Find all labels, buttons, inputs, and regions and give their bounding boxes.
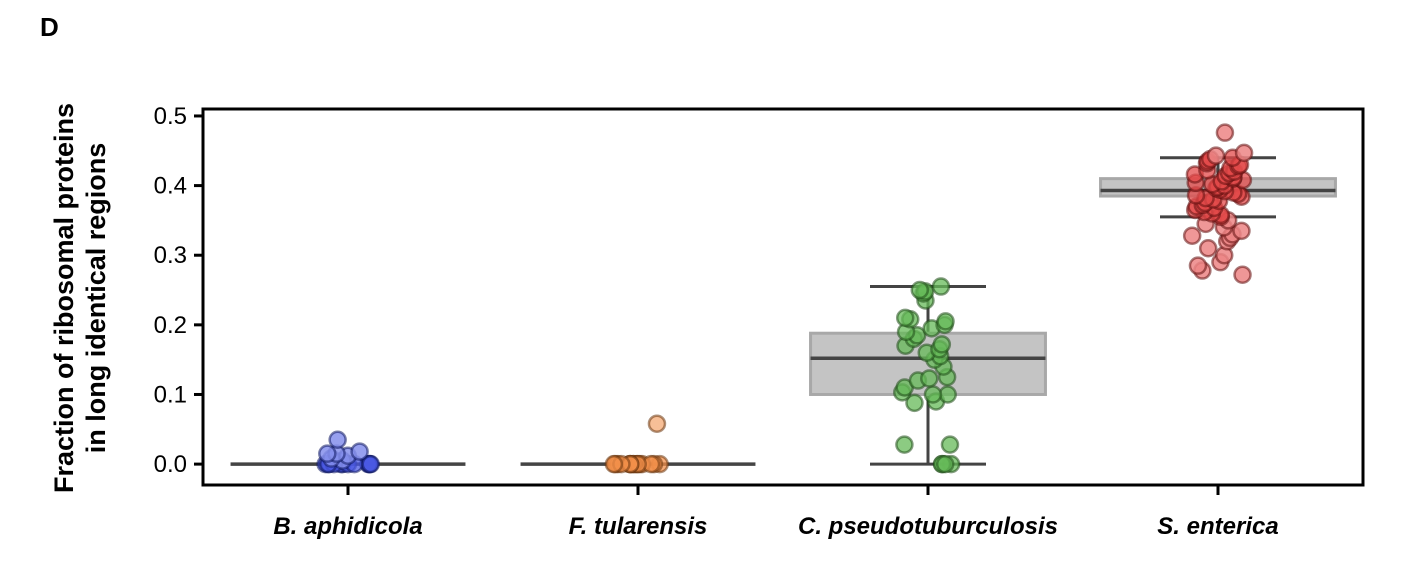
- data-point-s-enterica: [1215, 123, 1235, 142]
- data-point-c-pseudotuburculosis: [931, 277, 951, 296]
- data-point-c-pseudotuburculosis: [940, 435, 960, 454]
- data-point-s-enterica: [1198, 239, 1218, 258]
- data-point-s-enterica: [1182, 226, 1202, 245]
- data-point-c-pseudotuburculosis: [932, 335, 952, 354]
- data-point-c-pseudotuburculosis: [935, 454, 955, 474]
- data-point-b-aphidicola: [361, 454, 380, 474]
- y-tick-label: 0.5: [154, 103, 187, 130]
- data-point-c-pseudotuburculosis: [910, 280, 930, 300]
- y-axis-title-line2: in long identical regions: [81, 143, 111, 454]
- data-point-f-tularensis: [647, 414, 667, 433]
- data-point-b-aphidicola: [350, 442, 369, 461]
- panel-label: D: [40, 12, 59, 42]
- x-category-label: C. pseudotuburculosis: [798, 513, 1058, 540]
- data-point-s-enterica: [1188, 256, 1208, 275]
- data-point-s-enterica: [1206, 146, 1226, 165]
- y-tick-label: 0.2: [154, 312, 187, 339]
- x-category-label: S. enterica: [1157, 513, 1278, 540]
- y-tick-label: 0.1: [154, 381, 187, 408]
- data-point-c-pseudotuburculosis: [895, 435, 914, 454]
- data-point-c-pseudotuburculosis: [923, 385, 943, 404]
- y-tick-label: 0.3: [154, 242, 187, 269]
- plot-frame: [201, 107, 1365, 487]
- y-tick-label: 0.4: [154, 173, 187, 200]
- data-point-c-pseudotuburculosis: [905, 393, 924, 413]
- data-point-b-aphidicola: [318, 444, 337, 463]
- data-point-s-enterica: [1232, 221, 1251, 241]
- data-point-b-aphidicola: [328, 430, 347, 449]
- axes-layer: 0.0 0.1 0.2 0.3 0.4 0.5 B. aphidicola F. tulare…: [154, 103, 1365, 540]
- points-layer: [316, 123, 1254, 474]
- data-point-s-enterica: [1233, 265, 1252, 284]
- y-tick-label: 0.0: [154, 451, 187, 478]
- y-axis-title-line1: Fraction of ribosomal proteins: [49, 103, 79, 493]
- data-point-c-pseudotuburculosis: [895, 308, 915, 328]
- data-point-s-enterica: [1234, 143, 1254, 163]
- data-point-c-pseudotuburculosis: [936, 312, 955, 331]
- data-point-f-tularensis: [604, 454, 624, 474]
- boxes-layer: [230, 156, 1337, 466]
- data-point-c-pseudotuburculosis: [920, 369, 939, 388]
- x-category-label: F. tularensis: [569, 513, 708, 540]
- x-category-label: B. aphidicola: [273, 513, 422, 540]
